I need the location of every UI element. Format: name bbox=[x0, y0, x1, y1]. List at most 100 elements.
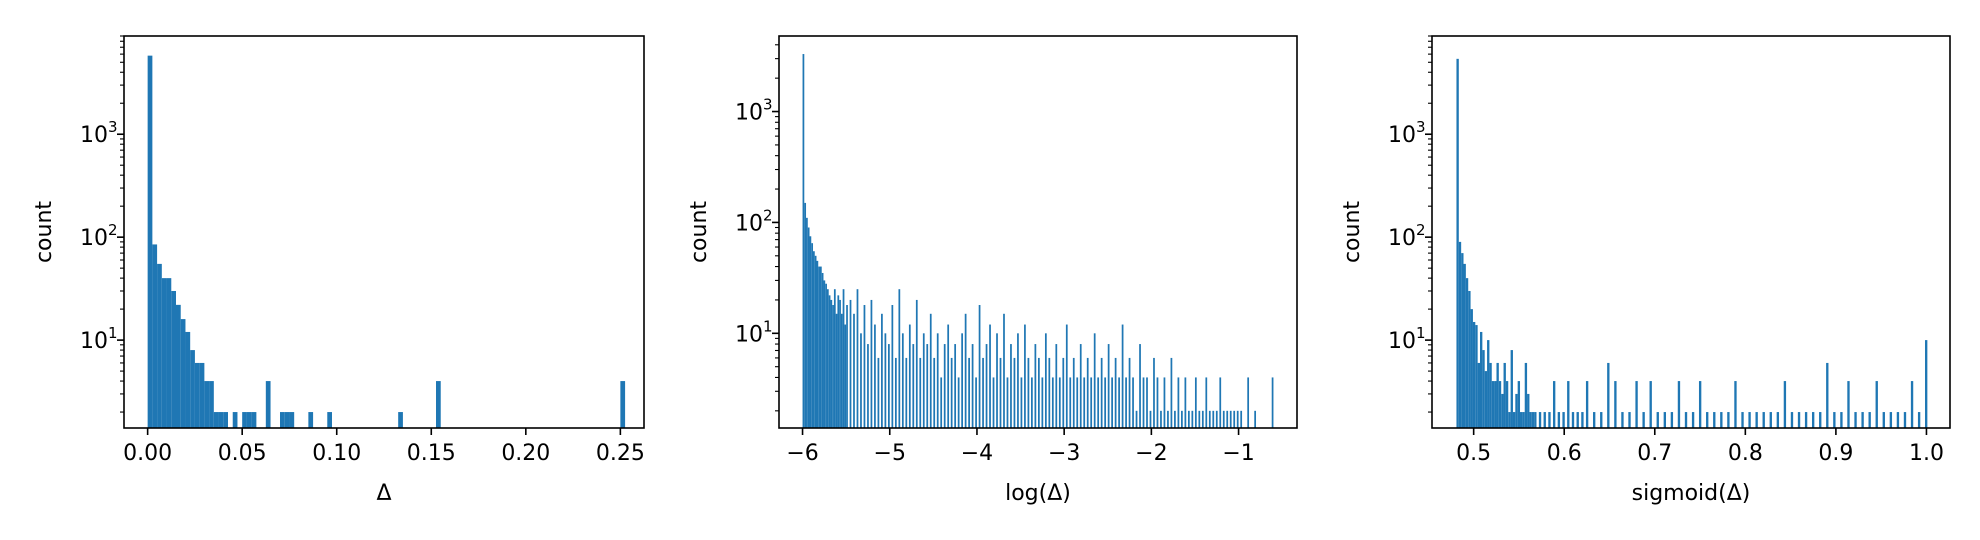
bar bbox=[1512, 412, 1516, 428]
bar bbox=[1118, 377, 1120, 428]
bar bbox=[1593, 412, 1596, 428]
bar bbox=[833, 289, 836, 428]
subplot-3: 0.5 0.6 0.7 0.8 0.9 1.0 101 102 103 sigmoid(Δ) cou… bbox=[1340, 35, 1951, 506]
x-tick-label: 1.0 bbox=[1909, 441, 1944, 466]
bar bbox=[1797, 412, 1801, 428]
bar bbox=[1720, 412, 1723, 428]
bar bbox=[1163, 377, 1166, 428]
bar bbox=[1076, 377, 1079, 428]
bar bbox=[856, 289, 859, 428]
bar bbox=[1187, 410, 1190, 428]
bar bbox=[1510, 350, 1513, 428]
bar bbox=[954, 344, 957, 428]
bar bbox=[1090, 377, 1093, 428]
y-tick-label: 101 bbox=[1388, 324, 1426, 354]
bar bbox=[1762, 412, 1765, 428]
bar bbox=[194, 362, 200, 428]
x-tick-label: −4 bbox=[961, 441, 993, 466]
bar bbox=[1198, 410, 1201, 428]
bar bbox=[802, 54, 805, 428]
bar bbox=[961, 333, 963, 428]
bar bbox=[846, 305, 848, 428]
y-tick-label: 103 bbox=[80, 118, 118, 148]
x-tick-label: 0.20 bbox=[501, 441, 550, 466]
bars bbox=[802, 54, 1274, 428]
bar bbox=[933, 357, 936, 428]
bar bbox=[161, 278, 167, 428]
bar bbox=[839, 299, 841, 428]
x-tick-label: −2 bbox=[1135, 441, 1167, 466]
x-tick-label: 0.9 bbox=[1818, 441, 1853, 466]
bar bbox=[1132, 377, 1134, 428]
bar bbox=[1847, 381, 1850, 428]
y-axis-label: count bbox=[32, 201, 57, 263]
bar bbox=[1840, 412, 1843, 428]
bar bbox=[1727, 412, 1730, 428]
bar bbox=[1135, 410, 1138, 428]
bar bbox=[828, 295, 831, 428]
bar bbox=[1571, 412, 1575, 428]
bar bbox=[947, 324, 950, 428]
bar bbox=[912, 344, 915, 428]
bar bbox=[1769, 412, 1772, 428]
bar bbox=[176, 304, 181, 428]
bar bbox=[289, 412, 295, 428]
bar bbox=[1149, 410, 1152, 428]
bar bbox=[957, 377, 960, 428]
axes-frame bbox=[778, 35, 1298, 429]
bar bbox=[901, 333, 904, 428]
bar bbox=[1219, 377, 1222, 428]
bar bbox=[242, 412, 247, 428]
y-tick-label: 103 bbox=[1388, 118, 1426, 148]
bar bbox=[180, 319, 186, 428]
bar bbox=[232, 412, 238, 428]
bar bbox=[1607, 362, 1610, 428]
bar bbox=[818, 266, 820, 428]
bar bbox=[1496, 362, 1499, 428]
bar bbox=[1247, 377, 1250, 428]
bar bbox=[1826, 362, 1829, 428]
bar bbox=[1167, 410, 1169, 428]
bar bbox=[1527, 393, 1530, 428]
bar bbox=[950, 357, 953, 428]
bar bbox=[223, 412, 228, 428]
bar bbox=[1212, 410, 1215, 428]
bar bbox=[1482, 350, 1485, 428]
bar bbox=[1503, 362, 1506, 428]
bar bbox=[1184, 377, 1187, 428]
bar bbox=[1480, 331, 1483, 428]
bar bbox=[1713, 412, 1716, 428]
bar bbox=[1576, 412, 1579, 428]
bar bbox=[842, 289, 845, 428]
bar bbox=[832, 305, 834, 428]
bar bbox=[1854, 412, 1857, 428]
bar bbox=[1628, 412, 1631, 428]
bar bbox=[819, 266, 822, 428]
bar bbox=[929, 313, 932, 428]
y-tick-label: 101 bbox=[80, 324, 118, 354]
bar bbox=[844, 324, 847, 428]
bar bbox=[1146, 377, 1148, 428]
bar bbox=[308, 412, 314, 428]
bar bbox=[1058, 377, 1061, 428]
bar bbox=[1477, 362, 1480, 428]
bar bbox=[919, 357, 922, 428]
bar bbox=[884, 333, 887, 428]
bar bbox=[806, 217, 808, 428]
bar bbox=[1160, 410, 1162, 428]
bar bbox=[1600, 412, 1603, 428]
bar bbox=[1010, 344, 1012, 428]
bar bbox=[1062, 357, 1065, 428]
bar bbox=[1543, 412, 1546, 428]
y-tick-label: 103 bbox=[735, 96, 773, 126]
bar bbox=[1621, 412, 1624, 428]
x-tick-label: 0.7 bbox=[1637, 441, 1672, 466]
bar bbox=[989, 324, 991, 428]
y-tick-label: 102 bbox=[735, 206, 773, 236]
bar bbox=[811, 243, 814, 428]
bar bbox=[1079, 344, 1082, 428]
bar bbox=[898, 289, 901, 428]
bar bbox=[943, 344, 946, 428]
bar bbox=[1139, 344, 1141, 428]
bar bbox=[1233, 410, 1236, 428]
